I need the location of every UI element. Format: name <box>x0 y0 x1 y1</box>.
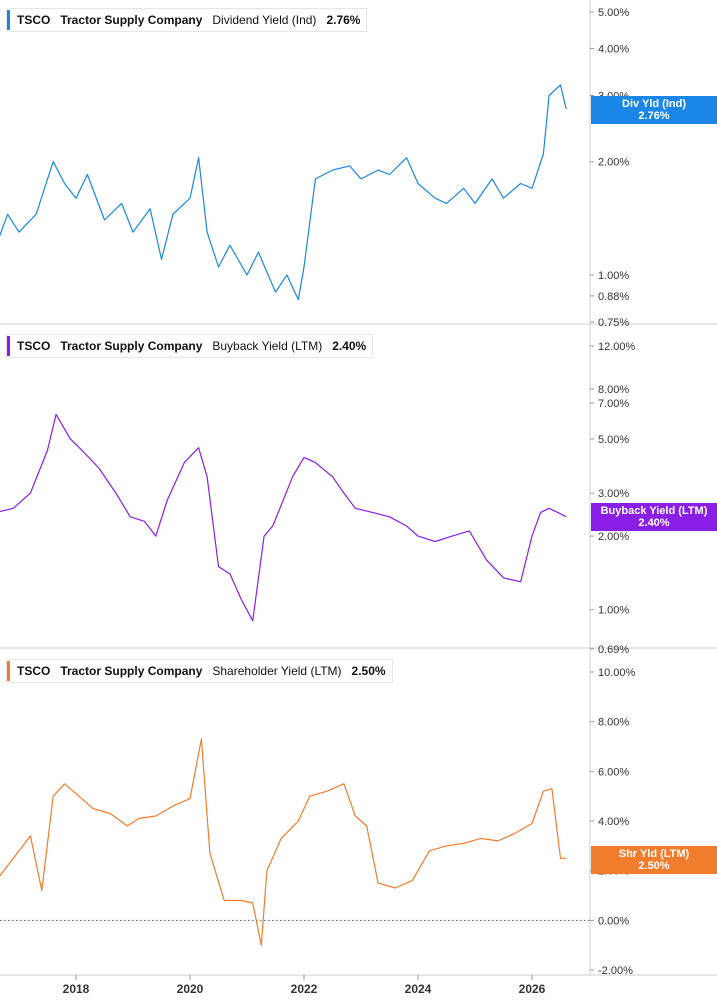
badge-label: Buyback Yield (LTM) <box>600 505 708 517</box>
x-tick-label: 2022 <box>291 982 318 996</box>
y-tick-label: -2.00% <box>598 965 633 977</box>
y-tick-label: 0.00% <box>598 915 629 927</box>
badge-value: 2.50% <box>638 860 670 872</box>
y-tick-label: 6.00% <box>598 766 629 778</box>
y-tick-label: 2.00% <box>598 157 629 169</box>
legend-metric: Dividend Yield (Ind) <box>212 13 317 27</box>
legend-ticker: TSCO <box>17 664 51 678</box>
y-tick-label: 4.00% <box>598 43 629 55</box>
badge-value: 2.40% <box>638 517 670 529</box>
legend-metric: Shareholder Yield (LTM) <box>212 664 342 678</box>
legend-value: 2.50% <box>351 664 386 678</box>
y-tick-label: 2.00% <box>598 531 629 543</box>
badge-buyback: Buyback Yield (LTM) 2.40% <box>591 503 717 531</box>
legend-company: Tractor Supply Company <box>60 13 203 27</box>
y-tick-label: 8.00% <box>598 717 629 729</box>
legend-color-bar <box>7 661 10 681</box>
badge-label: Div Yld (Ind) <box>622 98 686 110</box>
x-tick-label: 2018 <box>63 982 90 996</box>
y-tick-label: 3.00% <box>598 488 629 500</box>
legend-buyback: TSCO Tractor Supply Company Buyback Yiel… <box>6 334 374 358</box>
legend-color-bar <box>7 10 10 30</box>
series-line-1 <box>0 84 567 301</box>
y-tick-label: 10.00% <box>598 667 636 679</box>
legend-value: 2.40% <box>332 339 367 353</box>
legend-metric: Buyback Yield (LTM) <box>212 339 323 353</box>
legend-shareholder: TSCO Tractor Supply Company Shareholder … <box>6 659 393 683</box>
badge-value: 2.76% <box>638 110 670 122</box>
legend-value: 2.76% <box>326 13 361 27</box>
legend-dividend: TSCO Tractor Supply Company Dividend Yie… <box>6 8 368 32</box>
y-tick-label: 5.00% <box>598 434 629 446</box>
x-tick-label: 2020 <box>177 982 204 996</box>
series-line-2 <box>0 413 567 622</box>
y-tick-label: 0.69% <box>598 644 629 656</box>
y-tick-label: 8.00% <box>598 384 629 396</box>
y-tick-label: 1.00% <box>598 605 629 617</box>
legend-color-bar <box>7 336 10 356</box>
legend-ticker: TSCO <box>17 13 51 27</box>
y-tick-label: 0.88% <box>598 291 629 303</box>
badge-label: Shr Yld (LTM) <box>618 848 690 860</box>
y-tick-label: 7.00% <box>598 398 629 410</box>
series-line-3 <box>0 738 567 946</box>
x-tick-label: 2026 <box>519 982 546 996</box>
legend-company: Tractor Supply Company <box>60 664 203 678</box>
x-tick-label: 2024 <box>405 982 432 996</box>
badge-dividend: Div Yld (Ind) 2.76% <box>591 96 717 124</box>
legend-ticker: TSCO <box>17 339 51 353</box>
badge-shareholder: Shr Yld (LTM) 2.50% <box>591 846 717 874</box>
y-tick-label: 5.00% <box>598 7 629 19</box>
y-tick-label: 1.00% <box>598 270 629 282</box>
y-tick-label: 0.75% <box>598 317 629 329</box>
y-tick-label: 12.00% <box>598 341 636 353</box>
legend-company: Tractor Supply Company <box>60 339 203 353</box>
y-tick-label: 4.00% <box>598 816 629 828</box>
